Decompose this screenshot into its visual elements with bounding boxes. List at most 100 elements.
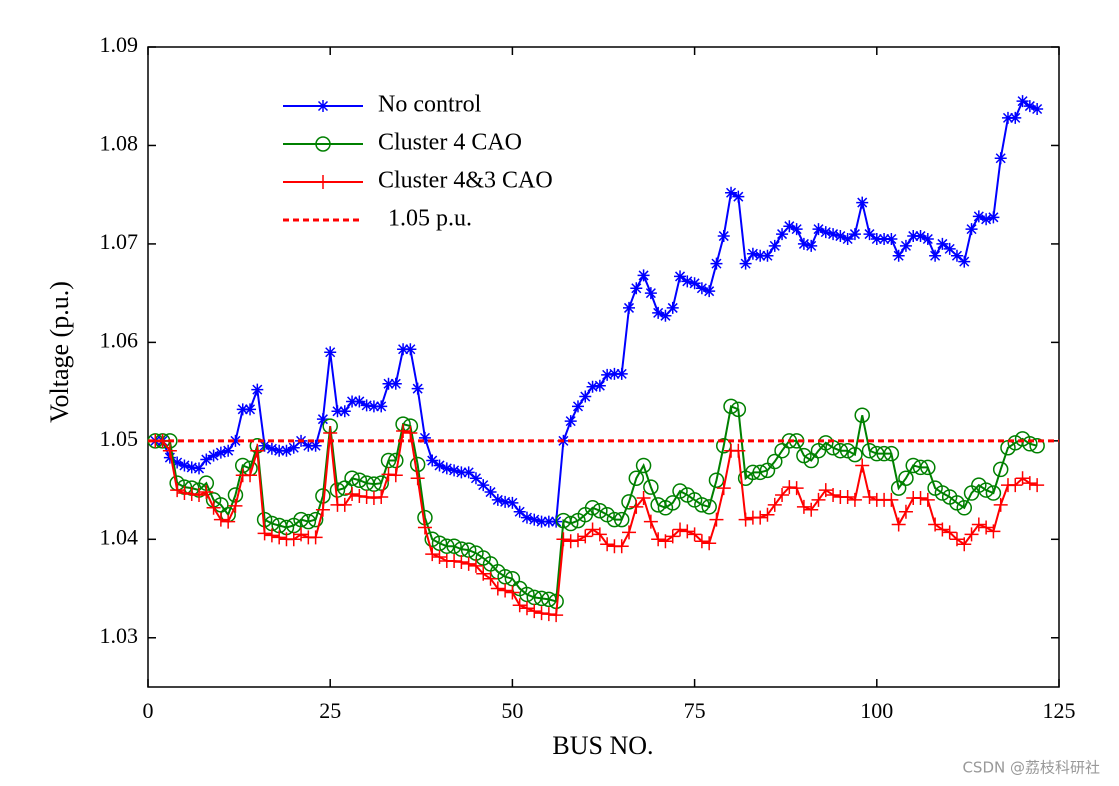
- data-point: [541, 591, 557, 608]
- x-tick-label: 75: [684, 698, 706, 723]
- data-point: [477, 479, 490, 492]
- data-point: [796, 499, 811, 514]
- data-point: [913, 490, 928, 505]
- data-point: [782, 480, 797, 495]
- data-point: [971, 517, 986, 532]
- data-point: [907, 230, 920, 243]
- data-point: [614, 539, 629, 554]
- data-point: [491, 493, 504, 506]
- data-point: [942, 525, 957, 540]
- data-point: [207, 449, 220, 462]
- data-point: [388, 452, 404, 469]
- data-point: [448, 464, 461, 477]
- data-point: [745, 464, 761, 481]
- data-point: [876, 445, 892, 462]
- data-point: [856, 196, 869, 209]
- data-point: [520, 511, 533, 524]
- legend-text: 1.05 p.u.: [388, 206, 472, 232]
- data-point: [562, 515, 579, 532]
- data-point: [943, 242, 956, 255]
- data-point: [426, 454, 439, 467]
- data-point: [622, 525, 637, 540]
- y-tick-label: 1.05: [100, 426, 139, 451]
- data-point: [774, 442, 790, 459]
- data-point: [513, 505, 526, 518]
- y-tick-label: 1.07: [100, 229, 139, 254]
- data-point: [790, 223, 803, 236]
- data-point: [687, 527, 702, 542]
- data-point: [702, 536, 717, 551]
- data-point: [549, 608, 564, 623]
- data-point: [905, 457, 921, 474]
- data-point: [708, 472, 725, 488]
- data-point: [171, 456, 184, 469]
- x-tick-label: 125: [1043, 698, 1076, 723]
- data-point: [650, 497, 666, 513]
- data-point: [424, 531, 440, 548]
- x-tick-label: 0: [143, 698, 154, 723]
- data-point: [723, 398, 739, 415]
- data-point: [375, 400, 388, 413]
- data-point: [760, 507, 775, 522]
- data-point: [600, 537, 615, 552]
- data-point: [623, 301, 636, 314]
- data-point: [885, 233, 898, 245]
- data-point: [324, 346, 337, 359]
- data-point: [344, 470, 360, 487]
- legend-text: Cluster 4 CAO: [378, 130, 522, 156]
- data-point: [353, 395, 366, 408]
- data-point: [360, 399, 373, 412]
- data-point: [570, 533, 585, 548]
- data-point: [273, 444, 286, 457]
- data-point: [776, 228, 789, 241]
- x-tick-label: 25: [319, 698, 341, 723]
- data-point: [980, 213, 993, 226]
- data-point: [805, 239, 818, 252]
- data-point: [1030, 478, 1045, 493]
- data-point: [417, 520, 432, 535]
- data-point: [855, 458, 870, 473]
- data-point: [315, 502, 330, 517]
- data-point: [819, 226, 832, 239]
- data-point: [592, 527, 607, 542]
- data-point: [637, 269, 650, 282]
- data-point: [374, 489, 389, 504]
- data-point: [912, 459, 929, 476]
- data-point: [884, 492, 899, 507]
- data-point: [185, 461, 198, 474]
- data-point: [921, 233, 934, 245]
- data-point: [725, 186, 738, 199]
- data-point: [752, 464, 768, 481]
- data-point: [519, 601, 534, 616]
- data-point: [992, 461, 1009, 478]
- data-point: [956, 500, 973, 516]
- data-point: [1015, 471, 1030, 486]
- data-point: [1008, 478, 1023, 493]
- data-point: [935, 522, 950, 537]
- y-tick-label: 1.03: [100, 623, 139, 648]
- data-point: [635, 457, 652, 474]
- data-point: [498, 583, 513, 598]
- data-point: [1022, 476, 1037, 491]
- data-point: [731, 443, 746, 458]
- data-point: [541, 607, 556, 622]
- y-axis-label: Voltage (p.u.): [45, 281, 74, 423]
- data-point: [643, 479, 659, 495]
- data-point: [761, 249, 774, 262]
- data-point: [294, 527, 309, 542]
- data-point: [630, 282, 643, 295]
- data-point: [709, 512, 724, 527]
- data-point: [665, 529, 680, 544]
- data-point: [716, 481, 731, 496]
- data-point: [1009, 111, 1022, 124]
- data-point: [454, 554, 469, 569]
- series-line: [155, 99, 1038, 523]
- legend-marker: [317, 100, 329, 112]
- data-point: [506, 496, 519, 509]
- data-point: [338, 405, 351, 418]
- data-point: [307, 511, 324, 528]
- data-point: [585, 522, 600, 537]
- data-point: [934, 485, 951, 501]
- data-point: [170, 483, 185, 498]
- data-point: [730, 401, 747, 418]
